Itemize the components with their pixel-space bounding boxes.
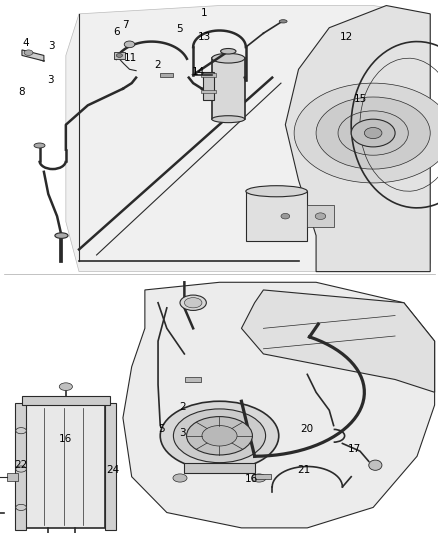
Text: 15: 15 xyxy=(353,94,366,104)
Circle shape xyxy=(16,466,26,472)
Circle shape xyxy=(201,425,237,446)
Circle shape xyxy=(173,474,187,482)
Circle shape xyxy=(314,213,325,220)
Ellipse shape xyxy=(34,143,45,148)
Bar xyxy=(201,73,216,77)
Bar xyxy=(201,90,216,93)
Circle shape xyxy=(337,111,407,155)
Bar xyxy=(184,463,254,473)
Polygon shape xyxy=(66,5,429,272)
Bar xyxy=(15,402,26,530)
Ellipse shape xyxy=(180,295,206,310)
Text: 21: 21 xyxy=(297,465,310,474)
Text: 3: 3 xyxy=(47,75,54,85)
Bar xyxy=(22,396,110,405)
Bar xyxy=(160,72,173,77)
Bar xyxy=(255,474,271,479)
Text: 24: 24 xyxy=(106,465,120,475)
Circle shape xyxy=(280,213,289,219)
Bar xyxy=(245,191,307,241)
Ellipse shape xyxy=(55,233,68,238)
Circle shape xyxy=(24,50,33,55)
Circle shape xyxy=(184,297,201,308)
Ellipse shape xyxy=(211,116,244,123)
Bar xyxy=(203,72,214,100)
Circle shape xyxy=(293,83,438,183)
Bar xyxy=(105,402,116,530)
Text: 2: 2 xyxy=(178,401,185,411)
Circle shape xyxy=(251,474,265,482)
Circle shape xyxy=(364,127,381,139)
Ellipse shape xyxy=(211,53,244,63)
Circle shape xyxy=(315,97,429,169)
Text: 6: 6 xyxy=(113,27,120,37)
Text: 14: 14 xyxy=(191,67,205,77)
Circle shape xyxy=(173,409,265,463)
Circle shape xyxy=(116,53,122,58)
Ellipse shape xyxy=(279,20,286,23)
Text: 3: 3 xyxy=(178,428,185,438)
Circle shape xyxy=(350,119,394,147)
Text: 5: 5 xyxy=(158,424,165,434)
Text: 3: 3 xyxy=(48,41,55,51)
Ellipse shape xyxy=(368,460,381,470)
Bar xyxy=(113,52,125,59)
Circle shape xyxy=(16,427,26,434)
Bar xyxy=(185,377,201,382)
Bar xyxy=(26,405,105,528)
Text: 13: 13 xyxy=(197,33,210,43)
Text: 4: 4 xyxy=(22,38,29,48)
Text: 2: 2 xyxy=(154,60,161,70)
Text: 8: 8 xyxy=(18,87,25,97)
Ellipse shape xyxy=(220,49,236,54)
Polygon shape xyxy=(22,50,44,61)
Polygon shape xyxy=(285,5,429,272)
Text: 12: 12 xyxy=(339,32,353,42)
Text: 16: 16 xyxy=(58,434,71,444)
Bar xyxy=(307,205,333,227)
Text: 17: 17 xyxy=(347,444,360,454)
Text: 20: 20 xyxy=(299,424,312,434)
Ellipse shape xyxy=(245,185,307,197)
Polygon shape xyxy=(241,290,434,392)
Text: 22: 22 xyxy=(14,460,28,470)
Bar xyxy=(212,58,244,119)
Text: 7: 7 xyxy=(121,20,128,30)
Polygon shape xyxy=(123,282,434,528)
Circle shape xyxy=(186,417,252,455)
Text: 1: 1 xyxy=(200,9,207,18)
Bar xyxy=(7,473,18,481)
Circle shape xyxy=(160,401,278,470)
Text: 5: 5 xyxy=(175,24,182,34)
Circle shape xyxy=(59,383,72,391)
Text: 16: 16 xyxy=(244,474,257,484)
Circle shape xyxy=(16,504,26,511)
Circle shape xyxy=(124,41,134,47)
Text: 11: 11 xyxy=(124,53,137,63)
